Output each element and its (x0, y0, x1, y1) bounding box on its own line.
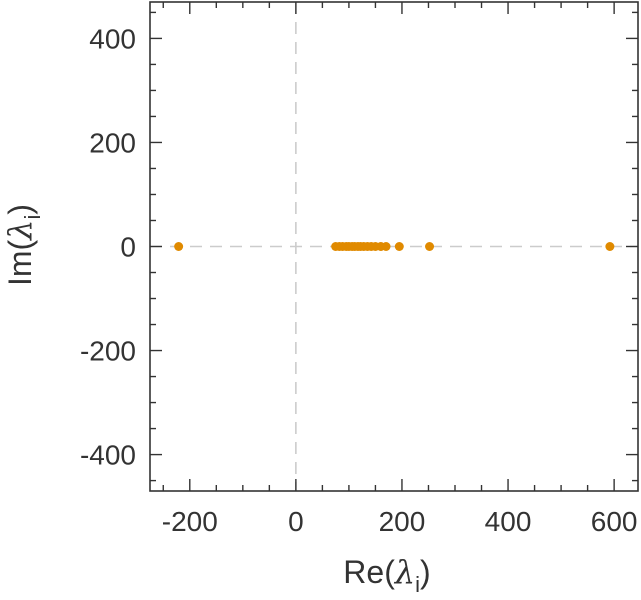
data-point (425, 242, 435, 251)
y-tick-label: 200 (89, 127, 136, 158)
y-axis-label: Im(λi) (1, 204, 45, 286)
data-point (174, 242, 184, 251)
data-point (381, 242, 391, 251)
x-tick-label: -200 (162, 506, 218, 537)
y-tick-label: 0 (120, 232, 136, 263)
y-tick-labels: -400 -200 0 200 400 (80, 23, 136, 470)
x-tick-label: 600 (591, 506, 638, 537)
x-tick-labels: -200 0 200 400 600 (162, 506, 638, 537)
y-tick-label: 400 (89, 23, 136, 54)
data-points (174, 242, 615, 251)
data-point (394, 242, 404, 251)
reference-lines (150, 2, 638, 491)
y-tick-label: -400 (80, 440, 136, 471)
x-tick-label: 200 (379, 506, 426, 537)
data-point (605, 242, 615, 251)
x-tick-label: 0 (288, 506, 304, 537)
x-tick-label: 400 (485, 506, 532, 537)
axis-ticks (150, 2, 638, 491)
y-tick-label: -200 (80, 336, 136, 367)
plot-frame (149, 1, 639, 492)
x-axis-label: Re(λi) (343, 553, 430, 597)
